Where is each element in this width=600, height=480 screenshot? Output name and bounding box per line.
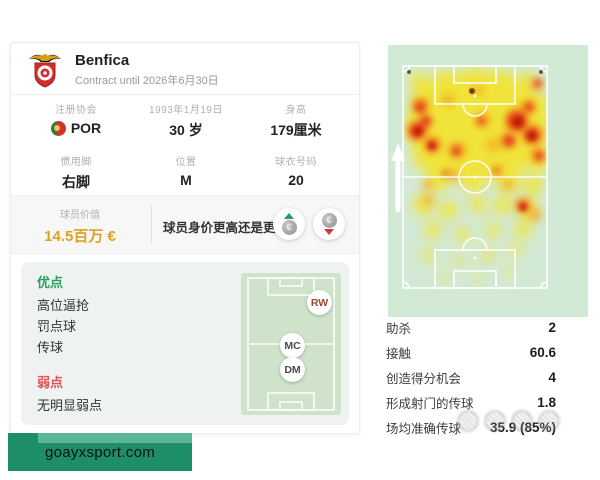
stat-row-touches: 接触 60.6 [386, 345, 556, 361]
contract-text: Contract until 2026年6月30日 [75, 75, 219, 87]
euro-coin-icon: € [281, 220, 297, 235]
foot-value: 右脚 [62, 174, 90, 190]
info-shirt-number: 球衣号码 20 [241, 153, 351, 188]
red-down-arrow-icon [324, 229, 334, 235]
info-foot: 惯用脚 右脚 [21, 153, 131, 192]
strengths-title: 优点 [37, 275, 64, 290]
attack-direction-arrow-icon [391, 143, 405, 212]
divider [151, 205, 152, 244]
stat-row-passes-to-shot: 形成射门的传球 1.8 [386, 395, 556, 411]
player-heatmap [388, 45, 588, 317]
traits-box: 优点 高位逼抢 罚点球 传球 弱点 无明显弱点 [21, 262, 349, 425]
weakness-item: 无明显弱点 [37, 398, 103, 413]
card-header: Benfica Contract until 2026年6月30日 [11, 43, 359, 95]
stat-row-accurate-passes: 场均准确传球 35.9 (85%) [386, 420, 556, 436]
green-up-arrow-icon [284, 213, 294, 219]
info-position: 位置 M [131, 153, 241, 188]
position-badge-dm: DM [280, 357, 305, 382]
position-badge-mc: MC [280, 333, 305, 358]
strength-item: 罚点球 [37, 319, 77, 334]
stat-row-assists: 助杀 2 [386, 320, 556, 336]
stat-row-chances-created: 创造得分机会 4 [386, 370, 556, 386]
weaknesses-title: 弱点 [37, 375, 64, 390]
info-nationality: 注册协会 POR [21, 101, 131, 136]
club-name: Benfica [75, 52, 130, 69]
player-card: Benfica Contract until 2026年6月30日 注册协会 P… [10, 42, 360, 434]
height-value: 179厘米 [270, 122, 322, 138]
market-value-amount: 14.5百万 € [44, 228, 116, 245]
strength-item: 传球 [37, 340, 64, 355]
corner-mark-icon [539, 70, 543, 74]
info-age: 1993年1月19日 30 岁 [131, 101, 241, 140]
banner-url: goayxsport.com [44, 444, 156, 461]
market-value-label: 球员价值 [60, 210, 100, 221]
value-higher-button[interactable]: € [273, 208, 305, 240]
age-value: 30 岁 [169, 122, 203, 138]
position-mini-pitch: RW MC DM [241, 273, 341, 415]
nationality-value: POR [70, 120, 102, 136]
portugal-flag-icon [50, 120, 66, 136]
strength-item: 高位逼抢 [37, 298, 90, 313]
position-value: M [180, 172, 192, 188]
info-height: 身高 179厘米 [241, 101, 351, 140]
value-lower-button[interactable]: € [313, 208, 345, 240]
market-value-section: 球员价值 14.5百万 € 球员身价更高还是更低? € € [11, 195, 359, 254]
value-question: 球员身价更高还是更低? [163, 221, 296, 235]
benfica-crest-icon [29, 54, 61, 88]
banner-stripe [38, 433, 192, 443]
shirt-number-value: 20 [288, 172, 304, 188]
stats-list: 助杀 2 接触 60.6 创造得分机会 4 形成射门的传球 1.8 场均准确传球… [386, 315, 556, 440]
heatmap-graphic [388, 45, 588, 317]
euro-coin-icon: € [321, 213, 337, 228]
ball-spot [468, 87, 476, 95]
site-banner: goayxsport.com [8, 433, 192, 471]
position-badge-rw: RW [307, 290, 332, 315]
corner-mark-icon [407, 70, 411, 74]
